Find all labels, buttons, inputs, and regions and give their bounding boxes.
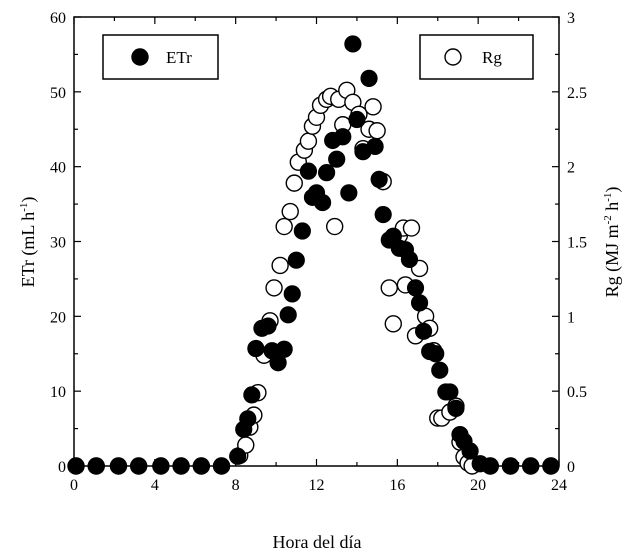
etr-point [275,340,293,358]
legend-box-etr [102,34,219,80]
etr-point [283,285,301,303]
y-right-tick-label: 0 [567,459,575,476]
rg-point [384,315,402,333]
y-left-tick-label: 50 [50,85,66,102]
y-left-tick-label: 20 [50,309,66,326]
rg-point [285,174,303,192]
etr-point [501,457,520,475]
etr-point [344,35,362,53]
y-right-tick-label: 3 [567,10,575,27]
etr-point [247,339,265,358]
y-right-title-sup2: -1 [602,193,614,202]
etr-point [212,457,231,475]
y-left-tick-label: 0 [58,459,66,476]
y-right-tick-label: 2.5 [567,85,587,102]
rg-point [364,98,382,116]
etr-point [334,128,352,146]
y-right-tick-label: 2 [567,160,575,177]
legend-box-rg [419,34,534,80]
etr-point [239,410,257,428]
x-tick-label: 0 [70,477,78,494]
etr-point [152,457,170,475]
y-left-axis-title: ETr (mL h-1) [18,197,39,288]
etr-point [340,184,358,202]
etr-point [243,386,261,404]
etr-point [400,250,419,269]
y-right-title-mid: h [602,202,622,216]
x-axis-title: Hora del día [273,532,362,552]
y-left-tick-label: 60 [50,10,66,27]
etr-point [481,457,499,475]
etr-point [348,110,366,129]
y-right-title-main: Rg (MJ m [602,224,623,297]
points-layer [67,35,560,475]
etr-point [360,69,378,87]
legend-label-etr: ETr [166,48,192,67]
rg-point [380,279,398,297]
plot-frame [73,16,560,467]
etr-point [328,150,346,168]
etr-point [87,457,105,475]
y-right-tick-label: 1 [567,309,575,326]
y-right-tick-label: 1.5 [567,235,587,252]
etr-point [461,442,479,460]
etr-point [318,164,336,182]
etr-point [287,251,305,269]
etr-point [67,457,85,475]
etr-point [299,162,318,180]
legend-marker-rg [444,48,462,66]
etr-point [374,205,392,224]
x-tick-label: 20 [470,477,486,494]
y-left-tick-label: 10 [50,384,66,401]
etr-point [172,457,190,475]
legend-label-rg: Rg [482,48,502,67]
y-left-tick-label: 40 [50,160,66,177]
x-tick-label: 16 [389,477,405,494]
rg-point [325,217,344,236]
etr-point [229,447,247,465]
legend-layer: ETr Rg [102,34,534,80]
y-left-title-sup: -1 [18,203,30,212]
rg-point [402,219,421,237]
rg-point [299,132,318,150]
etr-point [415,322,433,340]
etr-point [441,383,459,401]
x-tick-label: 12 [309,477,325,494]
y-left-tick-label: 30 [50,235,66,252]
etr-point [431,361,449,379]
x-tick-label: 4 [151,477,159,494]
etr-point [370,170,388,188]
rg-point [275,217,293,236]
etr-point [406,279,425,297]
y-left-title-close: ) [18,197,39,203]
y-right-axis-title: Rg (MJ m-2 h-1) [602,187,623,298]
x-tick-label: 24 [551,477,567,494]
legend-marker-etr [131,48,149,66]
y-right-title-close: ) [602,187,623,193]
etr-point [427,345,445,363]
rg-point [265,279,283,297]
etr-point [313,193,332,212]
etr-point [542,457,560,475]
rg-point [271,256,289,275]
etr-point [293,222,311,240]
etr-point [279,306,297,324]
etr-point [522,457,540,475]
y-right-title-sup1: -2 [602,215,614,224]
etr-point [259,317,277,335]
etr-point [130,457,148,475]
y-left-title-main: ETr (mL h [18,212,39,288]
etr-point [192,457,210,475]
etr-point [447,399,465,417]
etr-point [109,457,128,475]
y-right-tick-label: 0.5 [567,384,587,401]
x-tick-label: 8 [232,477,240,494]
rg-point [368,122,386,140]
etr-point [410,294,429,312]
etr-point [366,137,384,156]
rg-point [281,202,299,221]
